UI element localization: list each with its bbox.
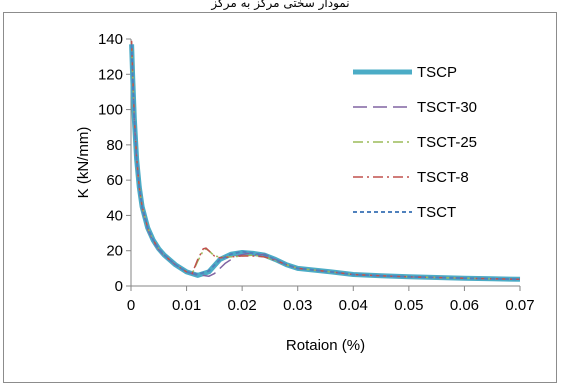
y-tick-label: 80 (106, 137, 123, 154)
series-line-tscp (129, 44, 521, 282)
y-tick-label: 100 (98, 102, 123, 119)
y-tick-label: 40 (106, 207, 123, 224)
y-tick-label: 60 (106, 172, 123, 189)
y-tick-label: 120 (98, 66, 123, 83)
y-tick-label: 140 (98, 31, 123, 48)
series-line-tsct (130, 44, 521, 281)
x-axis-label: Rotaion (%) (286, 337, 365, 354)
axes: 0 20 40 60 80 100 120 140 0 0.01 0.02 0.03 0.04 0.05 0… (98, 31, 535, 314)
legend-label: TSCT (417, 204, 456, 221)
y-tick-label: 20 (106, 243, 123, 260)
series-line-tsct-25 (130, 42, 521, 281)
x-tick-label: 0.07 (505, 297, 534, 314)
series-line-tsct-8 (130, 40, 521, 281)
legend-label: TSCT-30 (417, 99, 477, 116)
x-tick-label: 0.05 (394, 297, 423, 314)
x-tick-label: 0.01 (172, 297, 201, 314)
legend: TSCP TSCT-30 TSCT-25 TSCT-8 TSCT (353, 64, 477, 221)
legend-label: TSCT-25 (417, 134, 477, 151)
x-tick-label: 0.04 (339, 297, 368, 314)
y-tick-label: 0 (115, 278, 123, 295)
y-axis-label: K (kN/mm) (75, 127, 92, 199)
legend-label: TSCP (417, 64, 457, 81)
series-lines (129, 40, 521, 282)
chart-frame: 0 20 40 60 80 100 120 140 0 0.01 0.02 0.03 0.04 0.05 0… (3, 12, 557, 383)
x-tick-label: 0.06 (450, 297, 479, 314)
line-chart: 0 20 40 60 80 100 120 140 0 0.01 0.02 0.03 0.04 0.05 0… (75, 31, 535, 354)
x-tick-label: 0.02 (228, 297, 257, 314)
series-line-tsct-30 (130, 46, 521, 281)
legend-label: TSCT-8 (417, 169, 469, 186)
x-tick-label: 0 (127, 297, 135, 314)
chart-caption: نمودار سختی مرکز به مرکز (211, 0, 350, 10)
x-tick-label: 0.03 (283, 297, 312, 314)
